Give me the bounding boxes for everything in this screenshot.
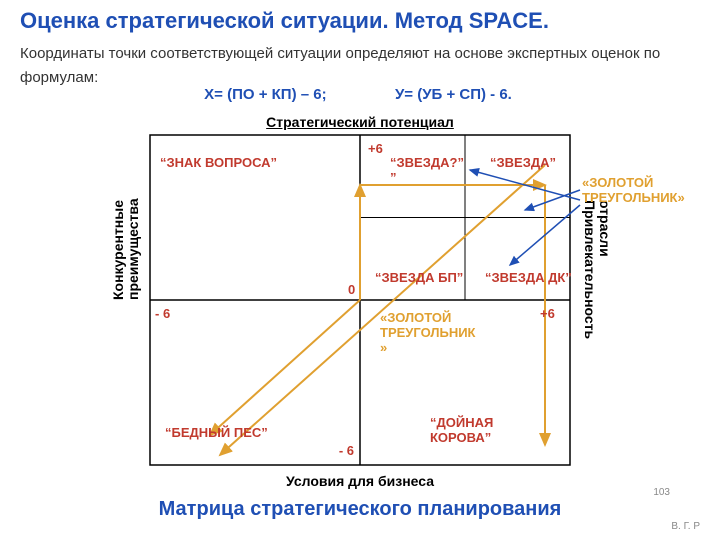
page-number: 103 xyxy=(653,487,670,498)
svg-text:“ЗВЕЗДА?”: “ЗВЕЗДА?” xyxy=(390,155,464,170)
svg-text:»: » xyxy=(380,340,387,355)
svg-text:«ЗОЛОТОЙ: «ЗОЛОТОЙ xyxy=(380,310,451,325)
axis-left-label-1: Конкурентные xyxy=(110,200,126,300)
intro-text: Координаты точки соответствующей ситуаци… xyxy=(20,42,700,90)
formulas-row: Х= (ПО + КП) – 6; У= (УБ + СП) - 6. xyxy=(20,86,700,103)
space-matrix-chart: +6 - 6 +6 - 6 0 “ЗНАК ВОПРОСА” “ЗВЕЗДА?”” “ЗВЕЗ… xyxy=(150,135,570,465)
svg-text:ТРЕУГОЛЬНИК»: ТРЕУГОЛЬНИК» xyxy=(582,190,685,205)
svg-text:+6: +6 xyxy=(368,141,383,156)
svg-text:КОРОВА”: КОРОВА” xyxy=(430,430,491,445)
svg-text:”: ” xyxy=(390,170,397,185)
svg-text:“ЗВЕЗДА”: “ЗВЕЗДА” xyxy=(490,155,556,170)
svg-text:“ДОЙНАЯ: “ДОЙНАЯ xyxy=(430,415,493,430)
axis-left-label-2: преимущества xyxy=(125,198,141,300)
axis-bottom-label: Условия для бизнеса xyxy=(0,473,720,489)
svg-text:- 6: - 6 xyxy=(155,306,170,321)
axis-top-label: Стратегический потенциал xyxy=(0,114,720,130)
page-title: Оценка стратегической ситуации. Метод SP… xyxy=(20,8,700,34)
svg-text:«ЗОЛОТОЙ: «ЗОЛОТОЙ xyxy=(582,175,653,190)
svg-text:ТРЕУГОЛЬНИК: ТРЕУГОЛЬНИК xyxy=(380,325,476,340)
footer-title: Матрица стратегического планирования xyxy=(0,498,720,521)
svg-text:“БЕДНЫЙ ПЕС”: “БЕДНЫЙ ПЕС” xyxy=(165,425,268,440)
svg-text:“ЗВЕЗДА ДК”: “ЗВЕЗДА ДК” xyxy=(485,270,572,285)
svg-text:0: 0 xyxy=(348,282,355,297)
svg-text:- 6: - 6 xyxy=(339,443,354,458)
svg-text:“ЗВЕЗДА БП”: “ЗВЕЗДА БП” xyxy=(375,270,463,285)
author-credit: В. Г. Р xyxy=(671,521,700,532)
formula-x: Х= (ПО + КП) – 6; xyxy=(204,86,326,103)
svg-text:+6: +6 xyxy=(540,306,555,321)
formula-y: У= (УБ + СП) - 6. xyxy=(395,86,512,103)
svg-text:“ЗНАК ВОПРОСА”: “ЗНАК ВОПРОСА” xyxy=(160,155,277,170)
